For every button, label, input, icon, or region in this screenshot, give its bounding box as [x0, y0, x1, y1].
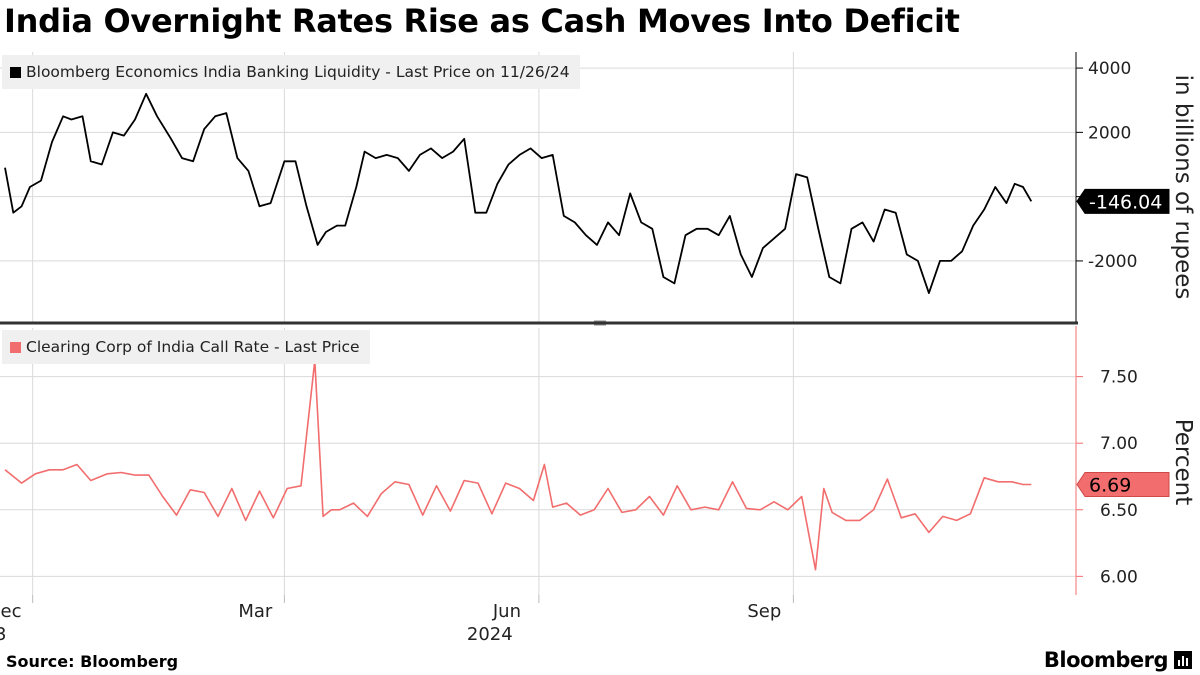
- bottom-y-axis-title: Percent: [1170, 419, 1196, 506]
- x-tick-label: Dec: [0, 601, 22, 622]
- legend-bottom-label: Clearing Corp of India Call Rate - Last …: [26, 338, 360, 356]
- tick-labels: 4000 2000 -2000 7.50 7.00 6.50 6.00 in billions…: [0, 59, 1196, 645]
- liquidity-line: [4, 92, 1033, 294]
- bloomberg-chart-icon: [1174, 651, 1192, 669]
- call-rate-line: [4, 359, 1032, 571]
- legend-bottom: Clearing Corp of India Call Rate - Last …: [2, 330, 370, 364]
- last-value-labels: -146.04 6.69: [1076, 188, 1170, 497]
- brand: Bloomberg: [1044, 648, 1192, 672]
- x-tick-label: Jun: [492, 601, 521, 622]
- top-panel-series: [4, 92, 1033, 294]
- legend-top-swatch: [10, 66, 21, 78]
- legend-top-label: Bloomberg Economics India Banking Liquid…: [26, 63, 570, 81]
- bottom-panel-grid: [0, 328, 1075, 595]
- top-last-value-tag: [1076, 188, 1170, 214]
- x-year-label: 2023: [0, 624, 6, 645]
- top-y-tick-label: 4000: [1088, 59, 1131, 79]
- bottom-last-value-text: 6.69: [1089, 474, 1131, 496]
- top-y-tick-label: 2000: [1088, 123, 1131, 143]
- bottom-y-tick-label: 6.00: [1100, 567, 1138, 587]
- top-y-axis-title: in billions of rupees: [1170, 75, 1196, 300]
- bottom-y-tick-label: 7.50: [1100, 368, 1138, 388]
- legend-bottom-swatch: [10, 341, 21, 353]
- top-panel-grid: [0, 52, 1075, 322]
- source-note: Source: Bloomberg: [6, 652, 179, 671]
- top-y-tick-label: -2000: [1088, 252, 1137, 272]
- bottom-last-value-tag: [1076, 471, 1170, 497]
- page-title: India Overnight Rates Rise as Cash Moves…: [4, 2, 960, 40]
- brand-wordmark: Bloomberg: [1043, 648, 1169, 672]
- bottom-y-tick-label: 7.00: [1100, 434, 1138, 454]
- x-year-label: 2024: [467, 624, 513, 645]
- bottom-panel-series: [4, 359, 1032, 571]
- x-tick-label: Mar: [238, 601, 273, 622]
- x-tick-label: Sep: [747, 601, 781, 622]
- legend-top: Bloomberg Economics India Banking Liquid…: [2, 55, 580, 89]
- axes: [0, 52, 1083, 603]
- top-last-value-text: -146.04: [1089, 191, 1162, 213]
- bottom-y-tick-label: 6.50: [1100, 501, 1138, 521]
